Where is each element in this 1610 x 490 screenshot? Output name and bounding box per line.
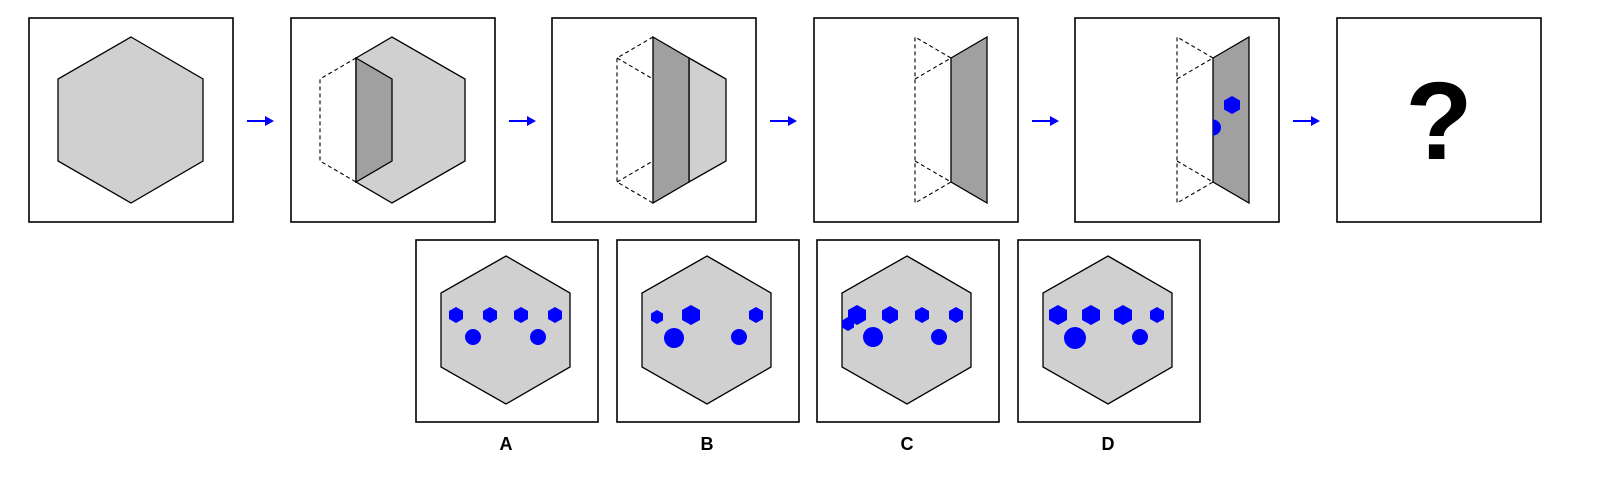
option-b-circle-hole <box>664 328 684 348</box>
arrow-4 <box>1032 116 1059 126</box>
option-c-hex-hole <box>882 306 898 324</box>
right-arrow-icon <box>265 116 274 126</box>
option-d-label: D <box>1102 434 1115 454</box>
question-frame <box>1336 17 1542 223</box>
option-c-label: C <box>901 434 914 454</box>
option-c-circle-hole <box>863 327 883 347</box>
option-a-hex-hole <box>548 307 562 323</box>
option-b-hex-hole <box>749 307 763 323</box>
option-d[interactable]: D <box>1017 239 1201 454</box>
option-b-label: B <box>701 434 714 454</box>
option-a-hex-hole <box>514 307 528 323</box>
option-b-hex-hole <box>651 310 663 324</box>
step-1-hexagon-paper <box>57 36 204 204</box>
step-3-light-strip <box>688 56 727 184</box>
option-a-circle-hole <box>530 329 546 345</box>
right-arrow-icon <box>1311 116 1320 126</box>
option-d-hex-hole <box>1114 305 1132 325</box>
right-arrow-icon <box>788 116 797 126</box>
question-panel: ? <box>1336 17 1542 223</box>
option-c-hexagon-paper <box>841 255 972 405</box>
option-d-circle-hole <box>1132 329 1148 345</box>
question-mark: ? <box>1405 60 1472 183</box>
option-c-hex-hole <box>915 307 929 323</box>
option-d-hex-hole <box>1049 305 1067 325</box>
arrow-2 <box>509 116 536 126</box>
option-a-hex-hole <box>449 307 463 323</box>
step-4-panel <box>813 17 1019 223</box>
step-3-panel <box>551 17 757 223</box>
option-b-hexagon-paper <box>641 255 772 405</box>
option-a[interactable]: A <box>415 239 599 454</box>
option-c-hex-hole <box>848 305 866 325</box>
step-4-folded-strip <box>950 35 988 205</box>
option-b-hex-hole <box>682 305 700 325</box>
option-d-hex-hole <box>1150 307 1164 323</box>
option-a-hex-hole <box>483 307 497 323</box>
right-arrow-icon <box>1050 116 1059 126</box>
option-a-label: A <box>500 434 513 454</box>
option-c[interactable]: C <box>816 239 1000 454</box>
option-d-circle-hole <box>1064 327 1086 349</box>
step-2-folded-flap <box>355 56 393 184</box>
option-d-hex-hole <box>1082 305 1100 325</box>
step-5-circle-hole <box>1213 119 1221 136</box>
step-5-panel <box>1074 17 1280 223</box>
right-arrow-icon <box>527 116 536 126</box>
arrow-1 <box>247 116 274 126</box>
arrow-3 <box>770 116 797 126</box>
arrow-5 <box>1293 116 1320 126</box>
option-d-hexagon-paper <box>1042 255 1173 405</box>
step-1-panel <box>28 17 234 223</box>
step-3-dark-strip <box>652 35 690 205</box>
option-c-circle-hole <box>931 329 947 345</box>
option-a-circle-hole <box>465 329 481 345</box>
option-b-circle-hole <box>731 329 747 345</box>
option-a-hexagon-paper <box>440 255 571 405</box>
step-2-panel <box>290 17 496 223</box>
step-5-folded-strip <box>1212 35 1250 205</box>
option-b[interactable]: B <box>616 239 800 454</box>
step-5-hexagon-hole <box>1224 96 1240 114</box>
option-c-hex-hole <box>949 307 963 323</box>
